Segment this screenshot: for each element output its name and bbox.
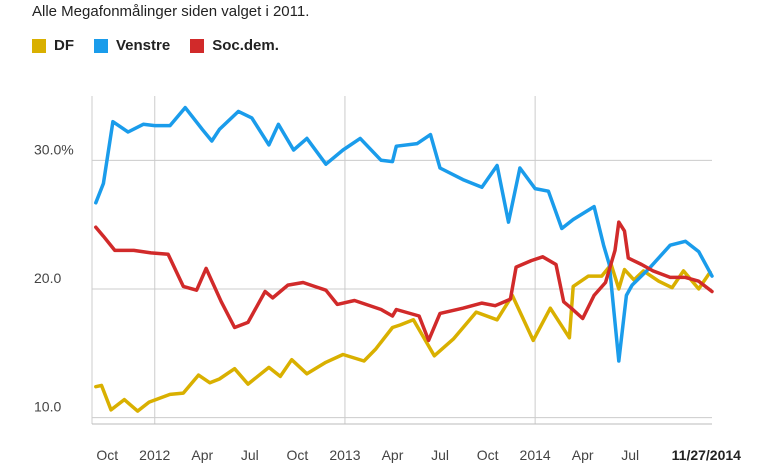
legend-swatch-df — [32, 38, 46, 53]
x-tick-label-9: 2014 — [520, 447, 551, 463]
series-lines — [94, 105, 714, 413]
legend-item-venstre[interactable]: Venstre — [94, 37, 170, 54]
y-tick-label-2: 30.0% — [34, 141, 74, 157]
legend-label-venstre: Venstre — [116, 37, 171, 54]
x-tick-label-1: 2012 — [139, 447, 170, 463]
y-tick-label-0: 10.0 — [34, 399, 61, 415]
series-line-df[interactable] — [94, 262, 712, 413]
legend-item-df[interactable]: DF — [32, 37, 74, 54]
series-line-socdem[interactable] — [94, 220, 714, 343]
series-line-venstre[interactable] — [94, 105, 714, 363]
x-tick-label-3: Jul — [241, 447, 259, 463]
x-tick-label-4: Oct — [287, 447, 309, 463]
x-tick-label-5: 2013 — [329, 447, 360, 463]
chart-title: Alle Megafonmålinger siden valget i 2011… — [32, 3, 310, 20]
legend-swatch-socdem — [190, 38, 205, 53]
y-tick-label-1: 20.0 — [34, 270, 61, 286]
chart-legend: DF Venstre Soc.dem. — [32, 37, 299, 54]
x-tick-label-12: 11/27/2014 — [672, 447, 742, 463]
x-axis-labels: Oct 2012 Apr Jul Oct 2013 Apr Jul Oct 2014 Apr Jul 1… — [96, 447, 741, 463]
legend-label-df: DF — [54, 37, 74, 54]
x-tick-label-2: Apr — [191, 447, 213, 463]
x-tick-label-11: Jul — [621, 447, 639, 463]
x-tick-label-7: Jul — [431, 447, 449, 463]
x-tick-label-0: Oct — [96, 447, 118, 463]
x-tick-label-8: Oct — [477, 447, 499, 463]
legend-item-socdem[interactable]: Soc.dem. — [190, 37, 279, 54]
x-tick-label-6: Apr — [382, 447, 404, 463]
y-axis-labels: 10.0 20.0 30.0% — [34, 141, 74, 414]
x-tick-label-10: Apr — [572, 447, 594, 463]
legend-label-socdem: Soc.dem. — [212, 37, 279, 54]
legend-swatch-venstre — [94, 38, 108, 53]
